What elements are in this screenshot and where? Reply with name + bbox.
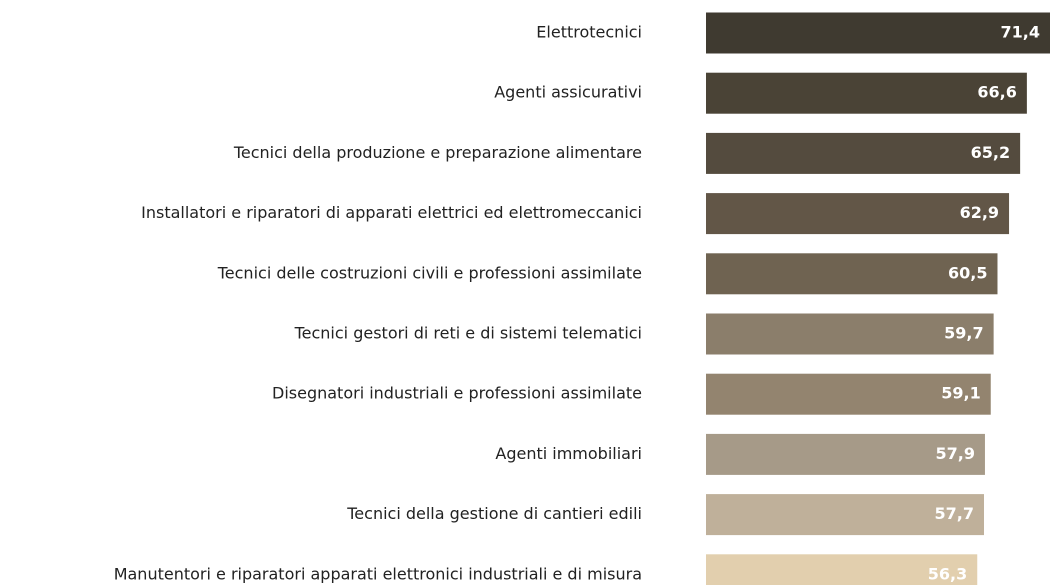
value-label: 59,1 [941,384,980,403]
category-label: Agenti assicurativi [494,83,642,102]
category-label: Elettrotecnici [536,23,642,42]
bar [706,494,984,536]
value-label: 60,5 [948,263,987,282]
category-label: Tecnici delle costruzioni civili e profe… [217,263,642,282]
value-label: 59,7 [944,324,983,343]
value-label: 65,2 [971,143,1010,162]
bar [706,12,1050,54]
bar [706,193,1010,235]
bar [706,253,998,295]
bar [706,313,994,355]
category-label: Tecnici gestori di reti e di sistemi tel… [294,324,642,343]
bar [706,373,991,415]
category-label: Tecnici della gestione di cantieri edili [346,504,642,523]
bar [706,132,1021,174]
value-label: 57,9 [935,444,974,463]
category-label: Tecnici della produzione e preparazione … [233,143,642,162]
value-label: 62,9 [960,203,999,222]
bar [706,554,978,585]
category-label: Manutentori e riparatori apparati elettr… [114,564,642,583]
value-label: 57,7 [935,504,974,523]
category-label: Disegnatori industriali e professioni as… [272,384,642,403]
value-label: 56,3 [928,564,967,583]
category-label: Installatori e riparatori di apparati el… [141,203,642,222]
value-label: 71,4 [1001,23,1040,42]
bar [706,72,1027,114]
value-label: 66,6 [977,83,1016,102]
bar [706,433,985,475]
category-label: Agenti immobiliari [495,444,642,463]
